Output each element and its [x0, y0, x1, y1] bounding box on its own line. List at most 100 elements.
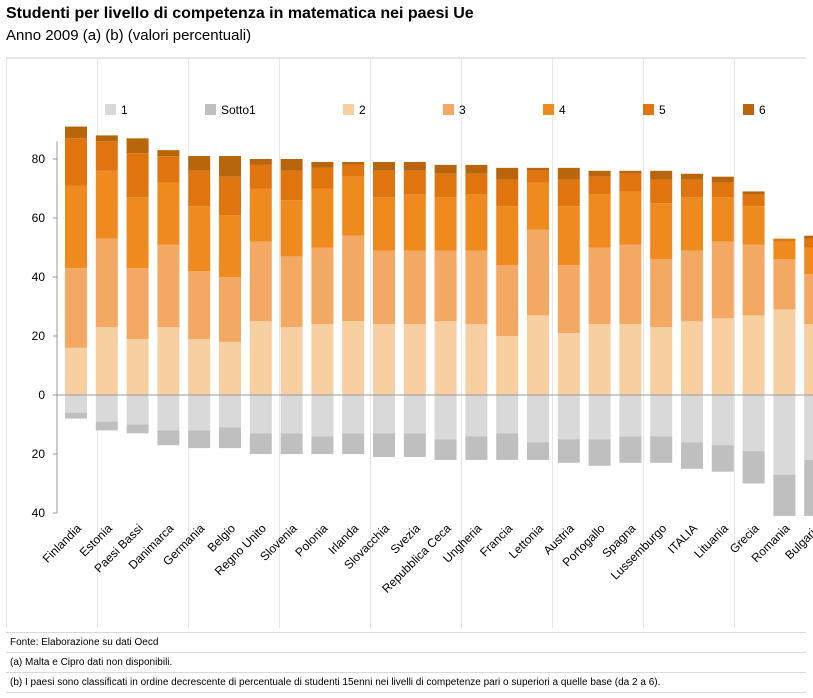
- bar-segment: [527, 442, 549, 460]
- bar-segment: [619, 324, 642, 395]
- bar-segment: [188, 156, 211, 171]
- bar-segment: [342, 164, 365, 177]
- bar-segment: [650, 259, 673, 328]
- bar-segment: [342, 395, 365, 434]
- bar-segment: [619, 436, 642, 463]
- bar-segment: [188, 430, 211, 449]
- bar-segment: [465, 395, 488, 437]
- y-tick-label: 60: [32, 211, 46, 225]
- bar-segment: [403, 161, 426, 171]
- bar-segment: [157, 430, 180, 446]
- bar-segment: [157, 395, 180, 431]
- bar-segment: [588, 170, 611, 177]
- bar-segment: [249, 241, 272, 322]
- notes-table: Fonte: Elaborazione su dati Oecd (a) Mal…: [6, 632, 806, 693]
- bar-segment: [373, 250, 395, 325]
- bar-segment: [188, 170, 211, 207]
- bar-segment: [219, 215, 241, 277]
- category-label: Polonia: [292, 521, 330, 559]
- bar-segment: [434, 439, 457, 460]
- legend-swatch: [105, 104, 116, 115]
- bar-segment: [157, 182, 180, 245]
- bar-segment: [742, 395, 765, 452]
- bar-segment: [588, 395, 611, 440]
- bar-segment: [249, 188, 272, 242]
- bar-segment: [280, 395, 303, 434]
- bar-segment: [65, 138, 87, 186]
- bar-segment: [773, 474, 796, 516]
- bar-segment: [465, 164, 488, 174]
- bar-segment: [219, 277, 241, 342]
- bar-segment: [65, 395, 87, 413]
- bar-segment: [188, 206, 211, 272]
- category-label: Lettonia: [506, 521, 546, 561]
- bar-segment: [95, 327, 118, 395]
- bar-segment: [742, 191, 765, 195]
- bar-segment: [557, 395, 580, 440]
- bar-segment: [219, 176, 241, 216]
- bar-segment: [711, 318, 734, 395]
- bar-segment: [280, 159, 303, 171]
- y-tick-label: 40: [32, 270, 46, 284]
- bar-segment: [711, 395, 734, 446]
- chart-header: Studenti per livello di competenza in ma…: [6, 4, 474, 46]
- bar-segment: [434, 197, 457, 251]
- bar-segment: [804, 238, 813, 248]
- bar-segment: [311, 161, 334, 168]
- legend-label: 6: [759, 103, 766, 117]
- bar-segment: [465, 194, 488, 251]
- bar-segment: [249, 395, 272, 434]
- bar-segment: [527, 170, 549, 183]
- bar-segment: [434, 173, 457, 198]
- bar-segment: [311, 324, 334, 395]
- bar-segment: [496, 179, 519, 207]
- bar-segment: [126, 138, 149, 154]
- bar-segment: [280, 170, 303, 201]
- chart-subtitle: Anno 2009 (a) (b) (valori percentuali): [6, 27, 252, 44]
- bar-segment: [496, 206, 519, 266]
- bar-segment: [249, 164, 272, 189]
- bar-segment: [681, 395, 703, 443]
- bar-segment: [742, 244, 765, 316]
- bar-segment: [465, 173, 488, 195]
- bar-segment: [95, 238, 118, 328]
- bar-segment: [465, 250, 488, 325]
- legend-swatch: [543, 104, 554, 115]
- legend-label: 2: [359, 103, 366, 117]
- bar-segment: [496, 167, 519, 180]
- bar-segment: [773, 259, 796, 310]
- bar-segment: [311, 247, 334, 325]
- bar-segment: [126, 268, 149, 339]
- bar-segment: [496, 395, 519, 434]
- legend-swatch: [643, 104, 654, 115]
- bar-segment: [280, 200, 303, 257]
- bar-segment: [342, 161, 365, 165]
- legend-swatch: [443, 104, 454, 115]
- bar-segment: [804, 459, 813, 516]
- bar-segment: [557, 439, 580, 463]
- bar-segment: [619, 173, 642, 192]
- bar-segment: [65, 268, 87, 348]
- legend-swatch: [743, 104, 754, 115]
- bar-segment: [650, 170, 673, 180]
- bar-segment: [95, 421, 118, 431]
- bar-segment: [557, 206, 580, 266]
- bar-segment: [650, 203, 673, 260]
- bar-segment: [219, 395, 241, 428]
- bar-segment: [342, 321, 365, 395]
- bar-segment: [804, 274, 813, 325]
- y-tick-label: 20: [32, 447, 46, 461]
- legend-label: 1: [121, 103, 128, 117]
- bar-segment: [527, 182, 549, 230]
- bar-segment: [65, 126, 87, 139]
- bar-segment: [126, 395, 149, 425]
- bar-segment: [403, 433, 426, 457]
- bar-segment: [373, 433, 395, 457]
- bar-segment: [804, 324, 813, 395]
- bar-segment: [249, 159, 272, 165]
- bar-segment: [650, 395, 673, 437]
- bar-segment: [465, 324, 488, 395]
- bar-segment: [219, 427, 241, 449]
- source-note: Fonte: Elaborazione su dati Oecd: [6, 632, 806, 652]
- bar-segment: [557, 167, 580, 180]
